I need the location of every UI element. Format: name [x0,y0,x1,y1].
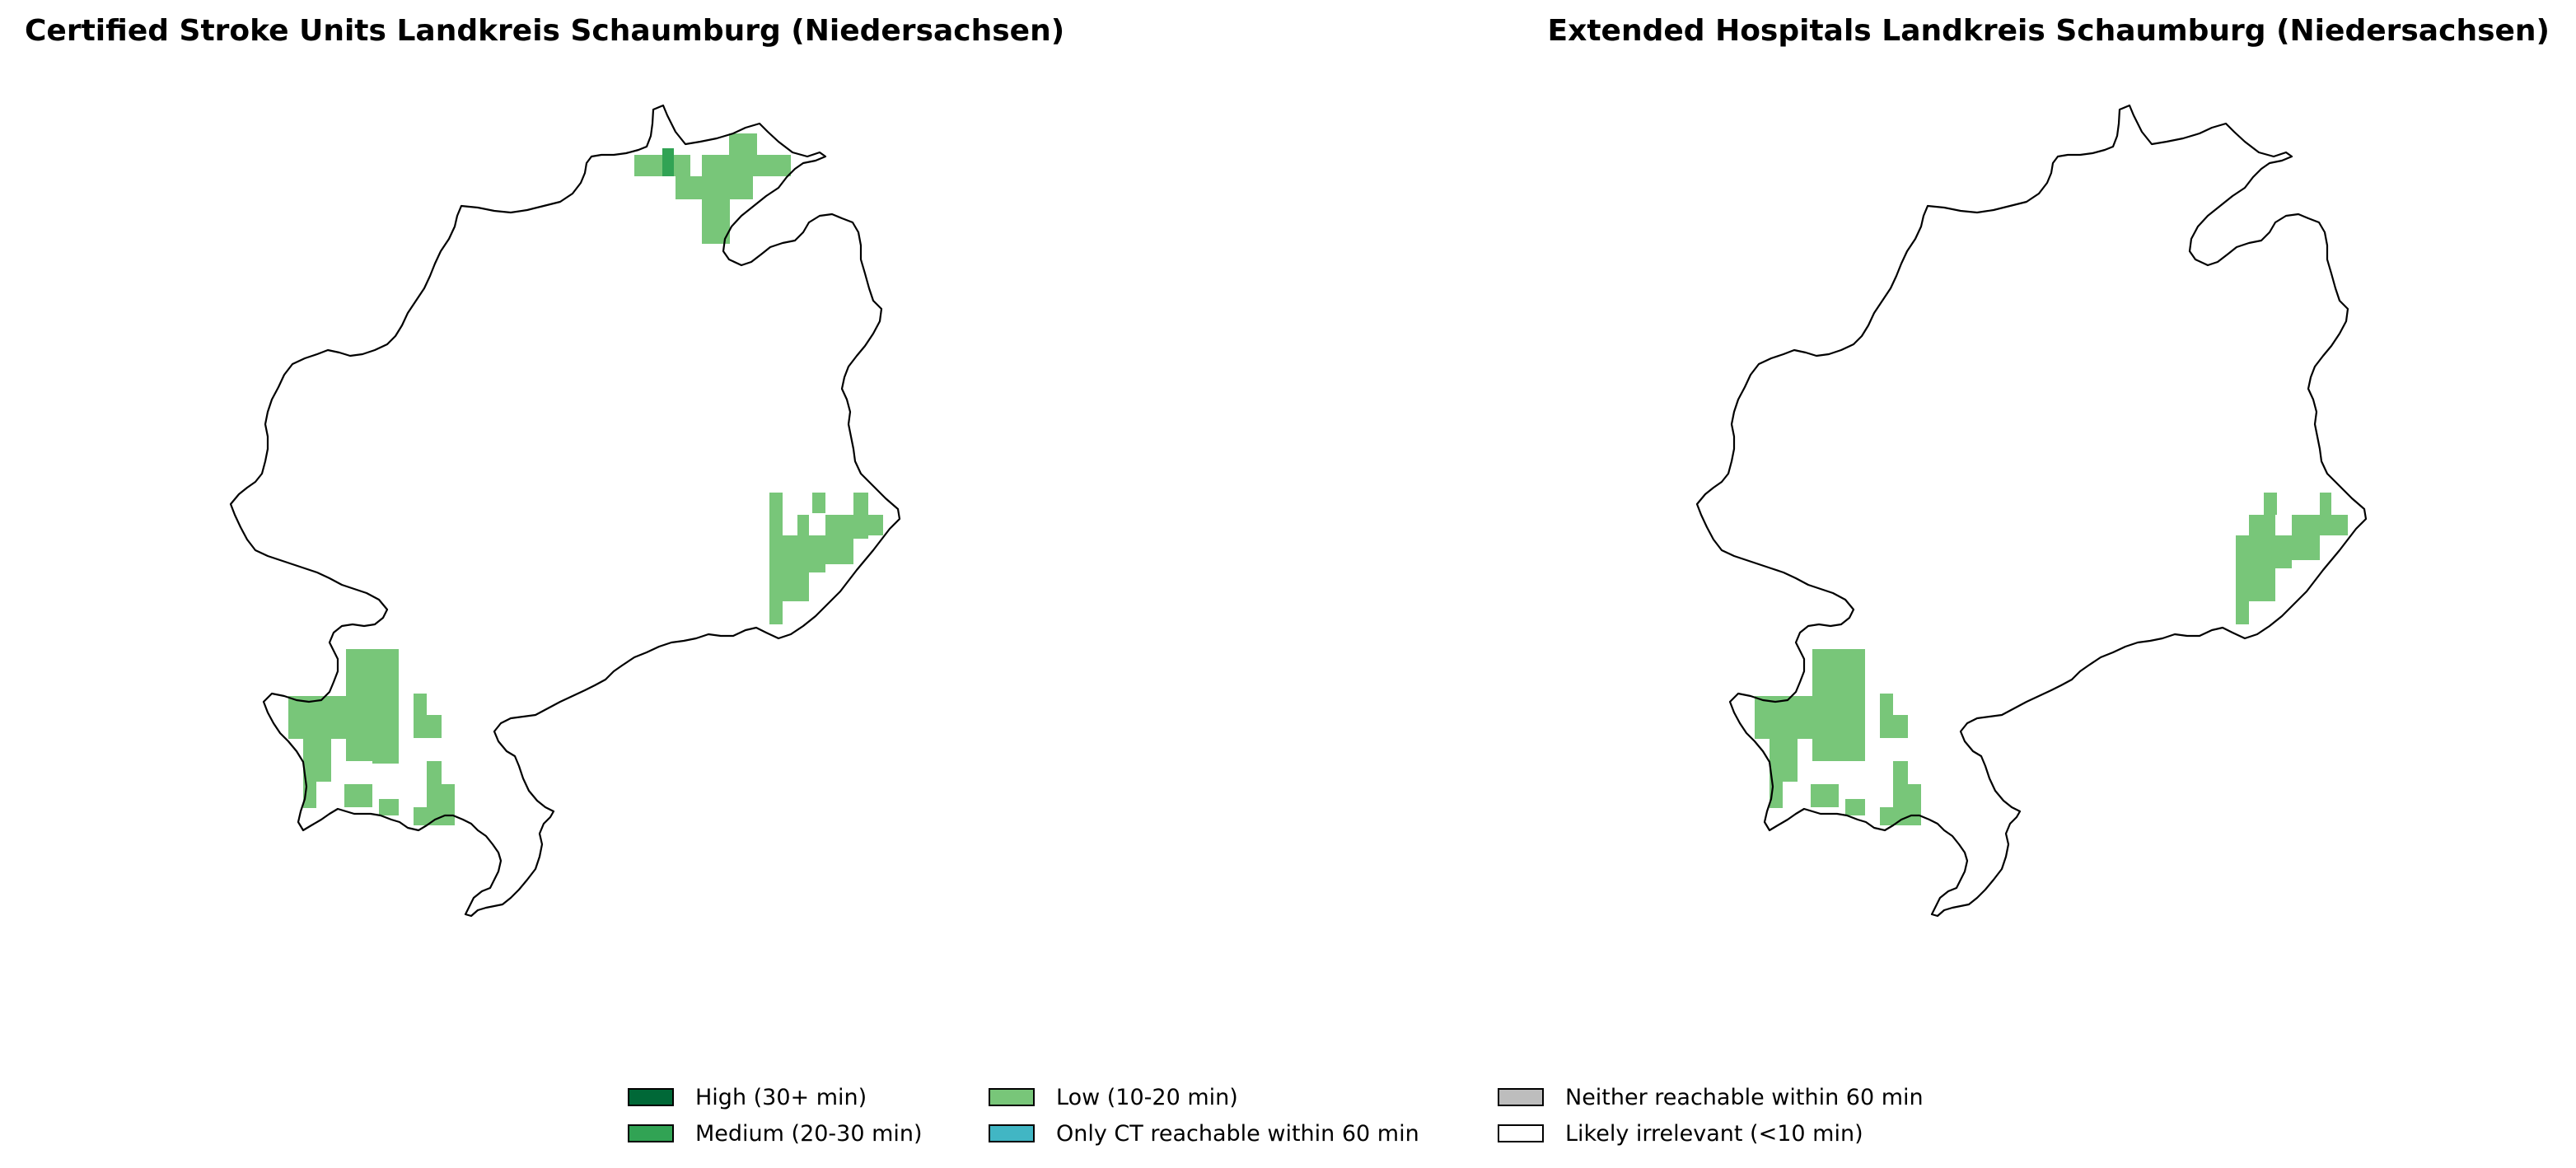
coverage-cell [702,199,730,244]
legend-item-neither: Neither reachable within 60 min [1498,1084,1959,1110]
coverage-cell [1812,649,1865,761]
legend: High (30+ min) Low (10-20 min) Neither r… [628,1084,1959,1147]
coverage-cell [769,493,783,624]
coverage-cell [812,493,825,513]
legend-item-ct-only: Only CT reachable within 60 min [989,1120,1498,1147]
coverage-cell [783,535,809,601]
map-panel-certified-stroke-units [229,104,901,918]
legend-label-high: High (30+ min) [695,1084,867,1110]
coverage-cell [868,515,883,535]
coverage-cell [2320,493,2331,517]
panel-title-certified-stroke-units: Certified Stroke Units Landkreis Schaumb… [25,14,1065,48]
legend-label-neither: Neither reachable within 60 min [1565,1084,1924,1110]
legend-item-medium: Medium (20-30 min) [628,1120,989,1147]
coverage-cell [379,799,399,815]
legend-item-low: Low (10-20 min) [989,1084,1498,1110]
coverage-cell [1893,761,1908,784]
coverage-cell [729,133,757,155]
coverage-cell [2275,535,2292,568]
coverage-cell [414,694,427,715]
legend-swatch-low [989,1088,1035,1106]
coverage-cell [427,784,455,807]
coverage-cell [662,148,674,176]
legend-item-high: High (30+ min) [628,1084,989,1110]
coverage-cell [1880,807,1921,825]
coverage-cell [344,784,372,807]
coverage-cell [797,515,809,535]
coverage-cell [2264,493,2277,515]
coverage-cell [809,535,825,572]
map-panel-extended-hospitals [1695,104,2368,918]
coverage-cell [634,155,662,176]
coverage-cell [346,649,399,761]
coverage-cell [2320,515,2348,535]
coverage-cell [1811,784,1839,807]
coverage-cell [1845,799,1865,815]
legend-swatch-medium [628,1124,674,1142]
coverage-cell [1755,696,1812,739]
coverage-cell [825,515,853,564]
panel-title-extended-hospitals: Extended Hospitals Landkreis Schaumburg … [1547,14,2550,48]
coverage-cell [853,493,868,539]
coverage-cell [414,807,455,825]
coverage-cells-medium [662,148,674,176]
coverage-cell [427,761,442,784]
coverage-cells-low [1755,493,2348,825]
coverage-cell [2236,535,2249,624]
legend-swatch-neither [1498,1088,1544,1106]
coverage-cell [674,155,690,176]
coverage-cell [1880,694,1893,715]
coverage-cells-low [288,133,883,825]
legend-swatch-irrelevant [1498,1124,1544,1142]
coverage-cell [372,761,399,764]
legend-label-irrelevant: Likely irrelevant (<10 min) [1565,1120,1863,1147]
coverage-cell [1880,715,1908,738]
coverage-cell [2292,515,2320,560]
district-boundary [229,104,901,918]
coverage-cell [676,176,753,199]
legend-label-low: Low (10-20 min) [1056,1084,1238,1110]
coverage-cell [2249,515,2275,601]
coverage-cell [414,715,442,738]
coverage-cell [1770,739,1798,782]
coverage-cell [1893,784,1921,807]
legend-label-ct-only: Only CT reachable within 60 min [1056,1120,1419,1147]
legend-item-irrelevant: Likely irrelevant (<10 min) [1498,1120,1959,1147]
coverage-cell [303,739,331,782]
legend-label-medium: Medium (20-30 min) [695,1120,923,1147]
legend-swatch-high [628,1088,674,1106]
coverage-cell [702,155,791,176]
coverage-cell [288,696,346,739]
legend-swatch-ct-only [989,1124,1035,1142]
